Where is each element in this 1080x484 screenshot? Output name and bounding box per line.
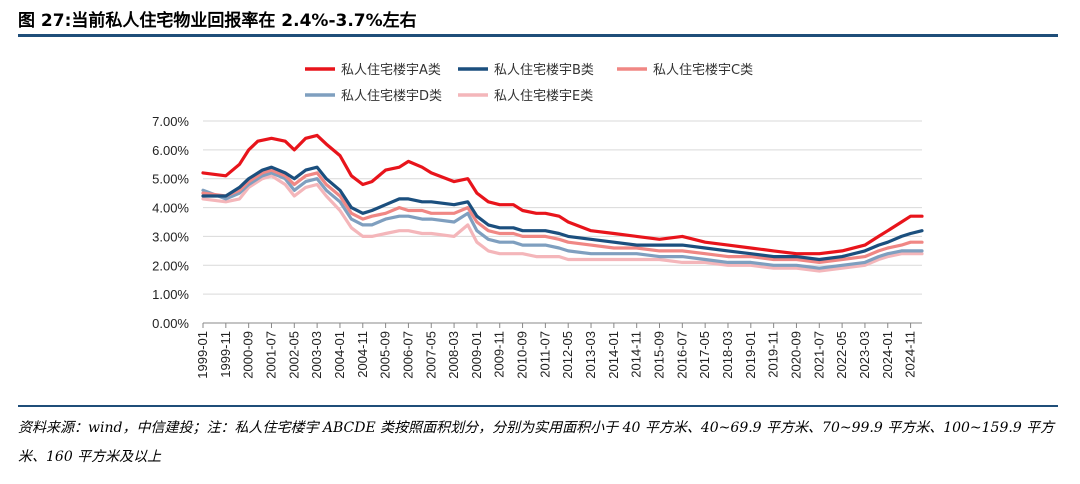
y-tick-label: 6.00% [152,143,189,158]
x-tick-label: 2012-05 [560,331,575,379]
series-line [201,165,924,262]
x-tick-label: 2002-05 [286,331,301,379]
x-tick-label: 2008-03 [446,331,461,379]
chart-gridlines [203,120,922,324]
y-tick-label: 0.00% [152,316,189,331]
x-tick-label: 2006-07 [400,331,415,379]
legend-label: 私人住宅楼宇C类 [653,63,753,78]
x-tick-label: 2016-07 [674,331,689,379]
x-tick-label: 2000-09 [241,331,256,379]
y-tick-label: 7.00% [152,114,189,129]
x-tick-label: 2014-11 [629,331,644,378]
x-tick-label: 1999-11 [218,331,233,378]
x-tick-label: 2004-11 [355,331,370,378]
figure-title: 图 27:当前私人住宅物业回报率在 2.4%-3.7%左右 [18,11,417,31]
y-tick-label: 4.00% [152,201,189,216]
series-line [201,168,924,264]
x-tick-label: 2005-09 [378,331,393,379]
x-tick-label: 1999-01 [195,331,210,379]
y-tick-label: 2.00% [152,258,189,273]
legend-label: 私人住宅楼宇D类 [341,89,442,104]
x-tick-label: 2007-05 [423,331,438,379]
x-tick-label: 2009-11 [492,331,507,378]
chart-series [201,133,924,273]
x-tick-label: 2024-01 [880,331,895,379]
series-line [201,171,924,270]
x-tick-label: 2020-09 [788,331,803,379]
x-tick-label: 2010-09 [515,331,530,379]
x-tick-label: 2004-01 [332,331,347,379]
x-tick-label: 2001-07 [263,331,278,379]
x-tick-label: 2003-03 [309,331,324,379]
x-tick-label: 2019-11 [766,331,781,378]
x-tick-label: 2023-03 [857,331,872,379]
x-tick-label: 2015-09 [652,331,667,379]
y-tick-label: 5.00% [152,172,189,187]
legend-label: 私人住宅楼宇B类 [494,63,594,78]
x-axis: 1999-01 1999-11 2000-09 2001-07 2002-05 2003-… [195,323,918,379]
x-tick-label: 2021-07 [811,331,826,379]
x-tick-label: 2018-03 [720,331,735,379]
legend-label: 私人住宅楼宇E类 [494,89,593,104]
x-tick-label: 2011-07 [537,331,552,378]
y-tick-label: 3.00% [152,229,189,244]
title-rule [18,34,1058,37]
series-line [201,133,924,256]
x-tick-label: 2017-05 [697,331,712,379]
x-tick-label: 2019-01 [743,331,758,379]
y-tick-label: 1.00% [152,287,189,302]
source-rule [18,405,1058,407]
x-tick-label: 2009-01 [469,331,484,379]
series-line [201,174,924,273]
y-axis: 0.00% 1.00% 2.00% 3.00% 4.00% 5.00% 6.00% 7.00% [152,114,189,331]
x-tick-label: 2014-01 [606,331,621,379]
x-tick-label: 2024-11 [903,331,918,378]
source-note: 资料来源：wind，中信建投；注：私人住宅楼宇 ABCDE 类按照面积划分，分别… [18,420,1055,465]
x-tick-label: 2013-03 [583,331,598,379]
legend-label: 私人住宅楼宇A类 [341,63,441,78]
x-tick-label: 2022-05 [834,331,849,379]
